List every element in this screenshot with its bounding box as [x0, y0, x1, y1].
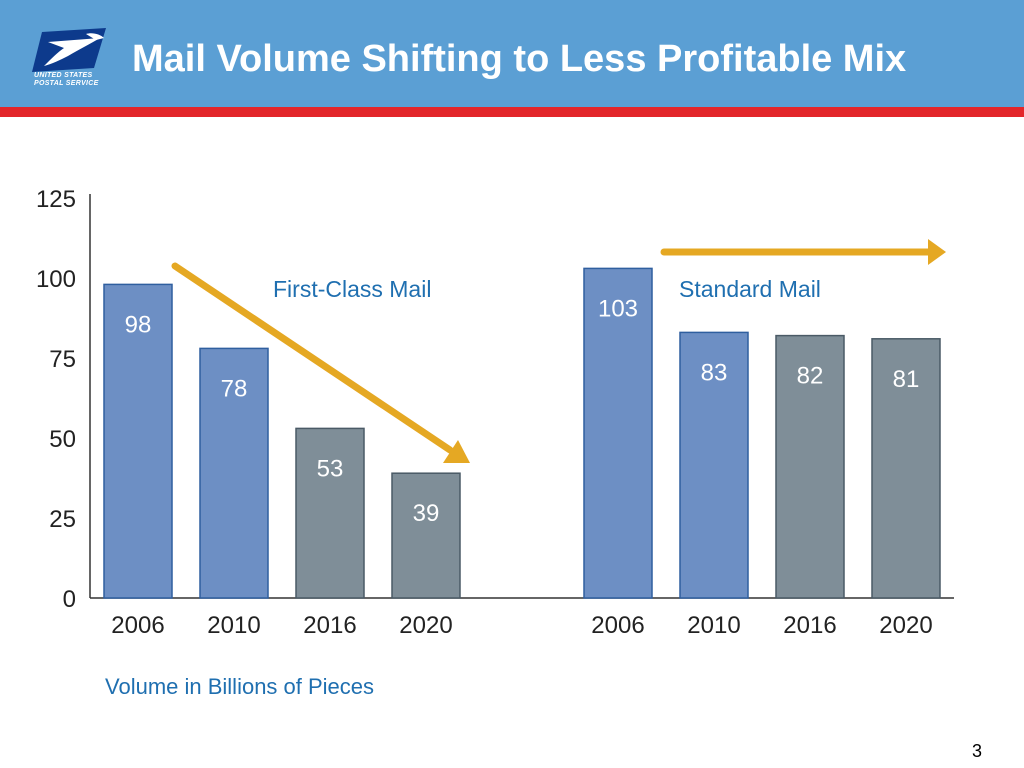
bar [871, 338, 941, 599]
logo-line-2: POSTAL SERVICE [34, 80, 99, 87]
bar-value-label: 98 [125, 311, 152, 338]
chart-footnote: Volume in Billions of Pieces [105, 674, 375, 699]
y-tick-label: 125 [36, 186, 76, 213]
group-label-standard: Standard Mail [679, 276, 821, 302]
bar [679, 331, 749, 599]
x-tick-label: 2016 [303, 612, 356, 639]
logo-text: UNITED STATES POSTAL SERVICE [34, 72, 114, 88]
group-label-first-class: First-Class Mail [273, 276, 431, 302]
page-title: Mail Volume Shifting to Less Profitable … [132, 38, 907, 80]
x-tick-label: 2020 [879, 612, 932, 639]
arrow-down-shaft [171, 262, 454, 454]
bar [295, 427, 365, 599]
arrow-flat-head [928, 239, 946, 265]
header-rule [0, 107, 1024, 117]
bar [199, 347, 269, 599]
bar [103, 283, 173, 599]
y-tick-label: 75 [49, 346, 76, 373]
bar-value-label: 83 [701, 359, 728, 386]
logo-line-1: UNITED STATES [34, 72, 93, 79]
bar [775, 334, 845, 599]
bar-value-label: 103 [598, 295, 638, 322]
bar-value-label: 78 [221, 375, 248, 402]
arrow-down-head [443, 440, 470, 463]
bar [391, 472, 461, 599]
x-tick-label: 2010 [687, 612, 740, 639]
header-bar [0, 0, 1024, 107]
page-number: 3 [972, 741, 983, 761]
bar-value-label: 53 [317, 455, 344, 482]
x-tick-label: 2016 [783, 612, 836, 639]
bar [583, 267, 653, 599]
x-tick-label: 2010 [207, 612, 260, 639]
y-tick-label: 100 [36, 266, 76, 293]
y-tick-label: 50 [49, 426, 76, 453]
usps-eagle-logo-icon [32, 28, 106, 72]
bar-value-label: 82 [797, 363, 824, 390]
x-tick-label: 2006 [111, 612, 164, 639]
y-tick-label: 0 [63, 586, 76, 613]
x-tick-label: 2020 [399, 612, 452, 639]
bar-value-label: 81 [893, 366, 920, 393]
bar-value-label: 39 [413, 500, 440, 527]
chart-bars: 98 2006 78 2010 53 2016 39 2020 103 2006 83 2010 82 2… [103, 267, 941, 639]
trend-arrows: First-Class Mail Standard Mail [171, 239, 946, 463]
x-tick-label: 2006 [591, 612, 644, 639]
y-tick-label: 25 [49, 506, 76, 533]
